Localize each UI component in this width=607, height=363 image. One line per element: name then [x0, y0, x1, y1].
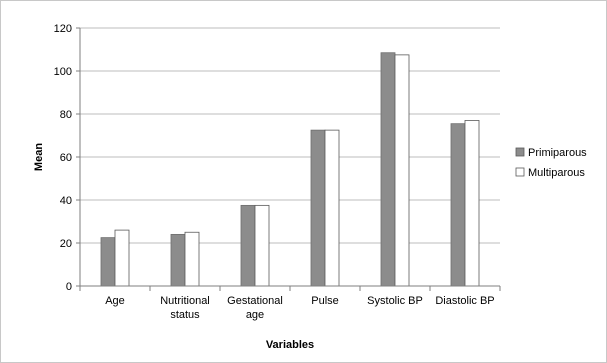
- y-tick-label: 100: [54, 66, 72, 78]
- bar-primiparous: [100, 237, 116, 287]
- y-tick-label: 80: [60, 109, 72, 121]
- x-tick-label: Diastolic BP: [435, 295, 494, 307]
- bar-multiparous: [464, 120, 480, 287]
- y-axis-title: Mean: [33, 143, 45, 171]
- x-tick-label: Age: [105, 295, 125, 307]
- legend-swatch-multiparous: [515, 167, 525, 177]
- bar-primiparous: [240, 204, 256, 287]
- y-tick-label: 20: [60, 238, 72, 250]
- bar-multiparous: [324, 129, 340, 287]
- gridlines: [80, 27, 500, 244]
- legend: Primiparous Multiparous: [515, 147, 587, 179]
- y-tick-labels: 0 20 40 60 80 100 120: [54, 23, 72, 293]
- legend-label-primiparous: Primiparous: [528, 147, 587, 159]
- bar-primiparous: [450, 123, 466, 287]
- bar-multiparous: [394, 54, 410, 287]
- legend-label-multiparous: Multiparous: [528, 167, 585, 179]
- legend-swatch-primiparous: [515, 147, 525, 157]
- bar-multiparous: [114, 229, 130, 287]
- x-axis-title: Variables: [266, 339, 314, 351]
- bar-primiparous: [170, 233, 186, 287]
- x-tick-label: Nutritional status: [160, 295, 210, 321]
- y-tick-label: 60: [60, 152, 72, 164]
- bars: [100, 52, 480, 287]
- bar-multiparous: [254, 204, 270, 287]
- y-tick-label: 0: [66, 281, 72, 293]
- bar-multiparous: [184, 231, 200, 287]
- axes: [76, 27, 501, 291]
- x-tick-label: Pulse: [311, 295, 339, 307]
- y-tick-label: 120: [54, 23, 72, 35]
- x-tick-label: Gestational age: [227, 295, 283, 321]
- bar-primiparous: [310, 129, 326, 287]
- x-tick-label: Systolic BP: [367, 295, 423, 307]
- bar-primiparous: [380, 52, 396, 287]
- x-tick-labels: Age Nutritional status Gestational age Pulse S…: [105, 295, 494, 321]
- y-tick-label: 40: [60, 195, 72, 207]
